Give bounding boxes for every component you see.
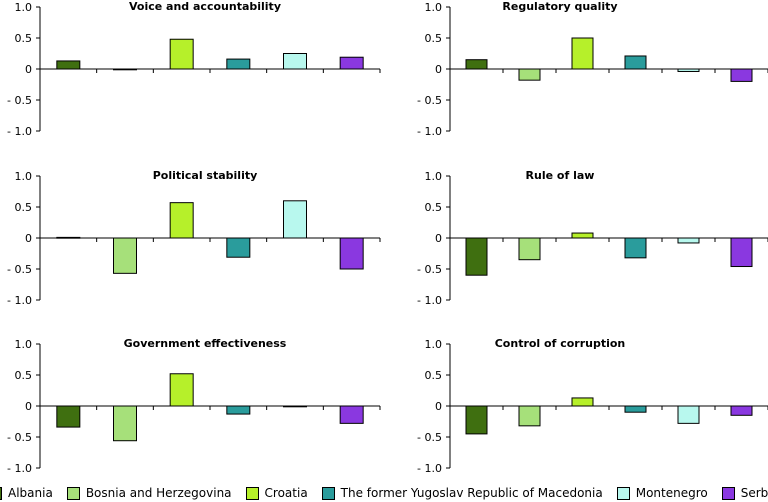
legend-swatch	[0, 486, 3, 500]
legend-item-albania: Albania	[0, 486, 53, 500]
y-tick-label: 0	[435, 232, 442, 245]
bar-4	[226, 237, 251, 258]
y-tick-label: - 1.0	[7, 462, 32, 475]
legend-swatch	[245, 486, 259, 500]
bar-3	[571, 397, 594, 407]
bar-3	[169, 373, 194, 407]
y-tick-label: - 0.5	[7, 263, 32, 276]
y-tick-label: 0.5	[15, 369, 33, 382]
bar-1	[465, 237, 488, 276]
y-tick-label: 1.0	[15, 338, 33, 351]
bar-1	[56, 405, 81, 428]
y-tick-label: 0	[25, 63, 32, 76]
legend-item-bosnia: Bosnia and Herzegovina	[66, 486, 232, 500]
bar-2	[518, 237, 541, 261]
legend-item-montenegro: Montenegro	[616, 486, 708, 500]
y-tick-label: - 0.5	[417, 431, 442, 444]
bar-4	[624, 55, 647, 70]
legend-label: Serbia	[740, 486, 768, 500]
bar-1	[465, 59, 488, 70]
y-tick-label: - 1.0	[7, 294, 32, 307]
bar-6	[730, 237, 753, 268]
y-tick-label: - 0.5	[417, 94, 442, 107]
y-tick-label: 1.0	[425, 170, 443, 183]
legend: Albania Bosnia and Herzegovina Croatia T…	[0, 484, 768, 502]
legend-label: Montenegro	[635, 486, 708, 500]
chart-title: Voice and accountability	[129, 0, 281, 13]
bar-1	[56, 236, 81, 239]
legend-item-croatia: Croatia	[245, 486, 308, 500]
y-tick-label: 0.5	[425, 369, 443, 382]
bar-3	[169, 202, 194, 239]
legend-swatch	[616, 486, 630, 500]
y-tick-label: - 0.5	[7, 94, 32, 107]
bar-6	[730, 68, 753, 82]
legend-swatch	[721, 486, 735, 500]
legend-label: Croatia	[264, 486, 308, 500]
bar-2	[518, 68, 541, 81]
bar-5	[283, 53, 307, 70]
y-tick-label: - 1.0	[417, 462, 442, 475]
chart-title: Rule of law	[526, 169, 595, 182]
legend-swatch	[66, 486, 80, 500]
bar-2	[518, 405, 541, 427]
legend-swatch	[321, 486, 335, 500]
chart-title: Control of corruption	[495, 337, 626, 350]
legend-label: The former Yugoslav Republic of Macedoni…	[340, 486, 603, 500]
y-tick-label: 0.5	[425, 32, 443, 45]
bar-1	[465, 405, 488, 435]
y-tick-label: 0.5	[425, 201, 443, 214]
y-tick-label: 1.0	[15, 170, 33, 183]
bar-5	[283, 405, 307, 408]
legend-item-macedonia: The former Yugoslav Republic of Macedoni…	[321, 486, 603, 500]
bar-1	[56, 60, 81, 70]
legend-item-serbia: Serbia	[721, 486, 768, 500]
bar-2	[113, 68, 137, 71]
bar-6	[339, 405, 364, 424]
bar-6	[730, 405, 753, 416]
y-tick-label: - 0.5	[417, 263, 442, 276]
bar-5	[677, 68, 700, 72]
bar-4	[624, 405, 647, 413]
bar-3	[571, 37, 594, 70]
bar-5	[677, 405, 700, 424]
legend-label: Albania	[8, 486, 53, 500]
bar-3	[571, 232, 594, 239]
y-tick-label: 1.0	[15, 1, 33, 14]
y-tick-label: - 1.0	[417, 125, 442, 138]
bar-3	[169, 38, 194, 70]
bar-2	[113, 237, 137, 274]
y-tick-label: 0	[435, 400, 442, 413]
y-tick-label: 0	[25, 232, 32, 245]
bar-2	[113, 405, 137, 442]
y-tick-label: 0	[435, 63, 442, 76]
y-tick-label: - 0.5	[7, 431, 32, 444]
y-tick-label: - 1.0	[7, 125, 32, 138]
bar-5	[283, 200, 307, 239]
bar-4	[226, 58, 251, 70]
bar-4	[624, 237, 647, 259]
chart-title: Regulatory quality	[502, 0, 617, 13]
y-tick-label: 0	[25, 400, 32, 413]
bar-6	[339, 56, 364, 70]
legend-label: Bosnia and Herzegovina	[85, 486, 232, 500]
y-tick-label: 0.5	[15, 32, 33, 45]
y-tick-label: 1.0	[425, 338, 443, 351]
bar-4	[226, 405, 251, 415]
chart-title: Political stability	[153, 169, 258, 182]
y-tick-label: - 1.0	[417, 294, 442, 307]
bar-5	[677, 237, 700, 244]
chart-title: Government effectiveness	[124, 337, 287, 350]
bar-6	[339, 237, 364, 270]
y-tick-label: 1.0	[425, 1, 443, 14]
y-tick-label: 0.5	[15, 201, 33, 214]
